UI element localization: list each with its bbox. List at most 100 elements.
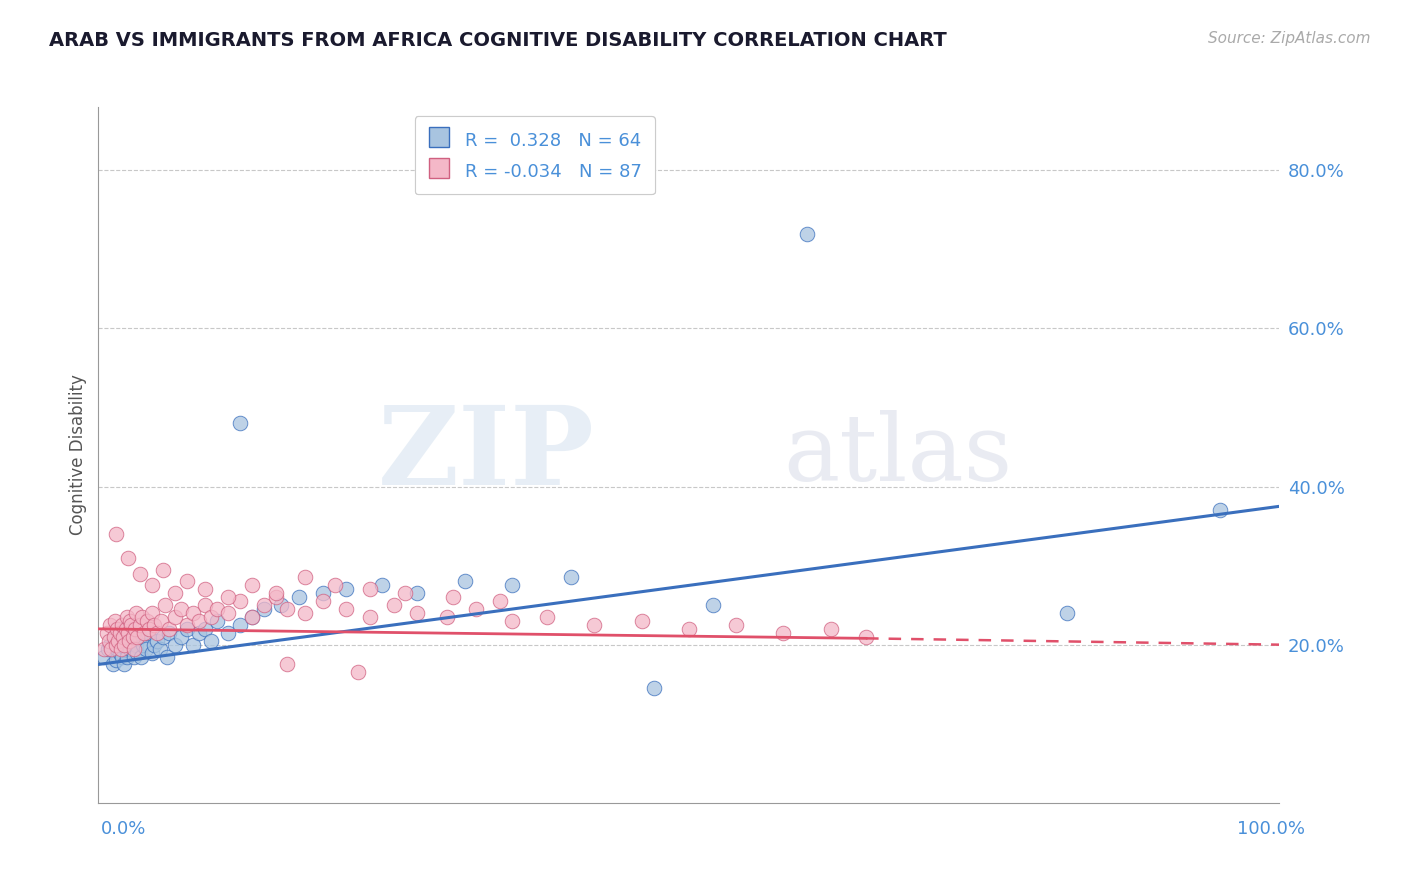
Point [264, 591, 287, 605]
Point [117, 550, 139, 565]
Point [111, 618, 134, 632]
Point [96, 625, 118, 640]
Point [796, 227, 818, 241]
Point [165, 610, 187, 624]
Point [105, 638, 128, 652]
Point [114, 622, 136, 636]
Point [181, 606, 204, 620]
Point [294, 606, 316, 620]
Text: ZIP: ZIP [378, 401, 595, 508]
Point [359, 582, 381, 597]
Point [170, 602, 193, 616]
Point [678, 622, 700, 636]
Point [105, 641, 128, 656]
Point [371, 578, 394, 592]
Point [359, 610, 381, 624]
Point [453, 574, 475, 589]
Point [176, 618, 198, 632]
Point [131, 610, 153, 624]
Point [217, 606, 239, 620]
Point [406, 586, 429, 600]
Point [120, 641, 142, 656]
Point [276, 657, 298, 672]
Point [702, 598, 724, 612]
Point [146, 625, 169, 640]
Point [240, 610, 263, 624]
Point [117, 625, 139, 640]
Point [127, 646, 149, 660]
Point [142, 618, 165, 632]
Point [335, 602, 357, 616]
Point [128, 618, 150, 632]
Text: atlas: atlas [783, 410, 1012, 500]
Point [132, 638, 155, 652]
Point [820, 622, 842, 636]
Point [194, 582, 217, 597]
Point [205, 614, 228, 628]
Point [153, 598, 176, 612]
Point [111, 638, 134, 652]
Point [122, 625, 145, 640]
Point [436, 610, 458, 624]
Point [98, 618, 121, 632]
Point [93, 641, 115, 656]
Point [121, 633, 143, 648]
Legend: R =  0.328   N = 64, R = -0.034   N = 87: R = 0.328 N = 64, R = -0.034 N = 87 [415, 116, 655, 194]
Point [501, 614, 523, 628]
Point [382, 598, 405, 612]
Point [253, 602, 276, 616]
Point [105, 653, 128, 667]
Point [176, 574, 198, 589]
Point [465, 602, 488, 616]
Point [200, 610, 222, 624]
Point [107, 633, 129, 648]
Point [288, 591, 311, 605]
Point [187, 625, 209, 640]
Point [93, 649, 115, 664]
Point [217, 625, 239, 640]
Point [146, 633, 169, 648]
Point [108, 625, 131, 640]
Point [112, 630, 135, 644]
Point [108, 646, 131, 660]
Point [141, 578, 163, 592]
Point [111, 649, 134, 664]
Point [128, 630, 150, 644]
Point [194, 622, 217, 636]
Point [394, 586, 416, 600]
Point [105, 622, 128, 636]
Point [117, 622, 139, 636]
Point [536, 610, 558, 624]
Point [141, 646, 163, 660]
Point [240, 610, 263, 624]
Point [127, 630, 149, 644]
Point [441, 591, 464, 605]
Point [312, 594, 335, 608]
Point [112, 630, 135, 644]
Point [135, 641, 157, 656]
Point [149, 641, 172, 656]
Point [156, 649, 179, 664]
Point [200, 633, 222, 648]
Point [335, 582, 357, 597]
Point [181, 638, 204, 652]
Point [270, 598, 292, 612]
Point [229, 618, 252, 632]
Point [124, 622, 146, 636]
Text: 100.0%: 100.0% [1237, 820, 1305, 838]
Point [121, 618, 143, 632]
Point [217, 591, 239, 605]
Point [112, 657, 135, 672]
Text: Source: ZipAtlas.com: Source: ZipAtlas.com [1208, 31, 1371, 46]
Point [294, 570, 316, 584]
Point [118, 633, 141, 648]
Point [107, 625, 129, 640]
Point [347, 665, 370, 680]
Point [406, 606, 429, 620]
Point [150, 614, 173, 628]
Point [122, 649, 145, 664]
Point [114, 641, 136, 656]
Point [187, 614, 209, 628]
Point [101, 657, 124, 672]
Point [115, 649, 138, 664]
